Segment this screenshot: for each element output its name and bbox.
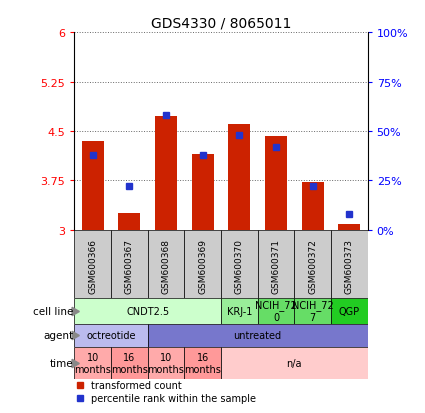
Text: KRJ-1: KRJ-1 — [227, 306, 252, 316]
Text: QGP: QGP — [339, 306, 360, 316]
Bar — [265, 137, 287, 230]
FancyBboxPatch shape — [148, 347, 184, 379]
Text: 16
months: 16 months — [111, 352, 148, 374]
FancyBboxPatch shape — [74, 347, 111, 379]
FancyBboxPatch shape — [294, 298, 331, 324]
FancyBboxPatch shape — [221, 347, 368, 379]
FancyBboxPatch shape — [184, 230, 221, 298]
FancyBboxPatch shape — [184, 347, 221, 379]
Text: transformed count: transformed count — [91, 380, 181, 390]
Text: GSM600373: GSM600373 — [345, 238, 354, 293]
Text: octreotide: octreotide — [86, 330, 136, 340]
Bar — [192, 154, 214, 230]
FancyBboxPatch shape — [148, 324, 368, 347]
FancyBboxPatch shape — [221, 230, 258, 298]
Text: GSM600369: GSM600369 — [198, 238, 207, 293]
Text: GSM600367: GSM600367 — [125, 238, 134, 293]
FancyBboxPatch shape — [331, 298, 368, 324]
Text: percentile rank within the sample: percentile rank within the sample — [91, 393, 255, 403]
Text: GSM600372: GSM600372 — [308, 238, 317, 293]
Bar — [155, 117, 177, 230]
Text: GSM600370: GSM600370 — [235, 238, 244, 293]
Text: cell line: cell line — [33, 306, 74, 316]
Bar — [82, 142, 104, 230]
FancyBboxPatch shape — [258, 230, 294, 298]
Text: NCIH_72
7: NCIH_72 7 — [292, 300, 334, 322]
Bar — [228, 125, 250, 230]
FancyBboxPatch shape — [111, 230, 148, 298]
FancyBboxPatch shape — [331, 230, 368, 298]
Bar — [118, 214, 140, 230]
FancyBboxPatch shape — [294, 230, 331, 298]
FancyBboxPatch shape — [74, 230, 111, 298]
Text: n/a: n/a — [286, 358, 302, 368]
Text: NCIH_72
0: NCIH_72 0 — [255, 300, 297, 322]
Text: 16
months: 16 months — [184, 352, 221, 374]
Text: GSM600368: GSM600368 — [162, 238, 170, 293]
Bar — [302, 183, 324, 230]
Title: GDS4330 / 8065011: GDS4330 / 8065011 — [151, 17, 291, 31]
Text: untreated: untreated — [234, 330, 282, 340]
Text: time: time — [50, 358, 74, 368]
FancyBboxPatch shape — [221, 298, 258, 324]
Text: agent: agent — [43, 330, 74, 340]
Text: 10
months: 10 months — [147, 352, 184, 374]
FancyBboxPatch shape — [148, 230, 184, 298]
FancyBboxPatch shape — [258, 298, 294, 324]
FancyBboxPatch shape — [111, 347, 148, 379]
Text: CNDT2.5: CNDT2.5 — [126, 306, 169, 316]
FancyBboxPatch shape — [74, 298, 221, 324]
Text: GSM600371: GSM600371 — [272, 238, 280, 293]
Text: 10
months: 10 months — [74, 352, 111, 374]
Text: GSM600366: GSM600366 — [88, 238, 97, 293]
Bar — [338, 225, 360, 230]
FancyBboxPatch shape — [74, 324, 148, 347]
